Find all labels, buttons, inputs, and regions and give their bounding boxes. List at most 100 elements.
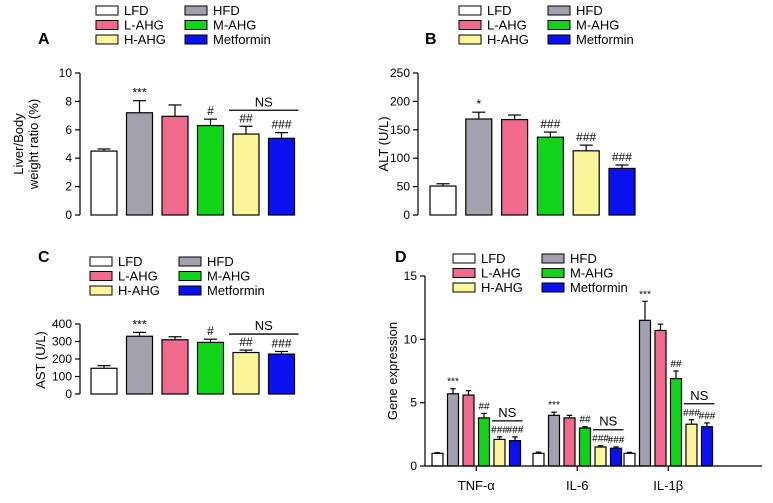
legend-swatch-metformin (541, 282, 565, 293)
x-tick-label: IL-1β (653, 478, 683, 493)
legend-swatch-lfd (452, 253, 476, 264)
legend-swatch-metformin (547, 34, 571, 45)
bar-lfd-2 (623, 452, 636, 467)
y-axis-B: 0 50 100 150 200 250 ALT (U/L) (376, 66, 419, 222)
y-tick-label: 6 (65, 123, 72, 137)
bar-l-ahg (161, 115, 189, 216)
significance-mark: *** (639, 289, 651, 300)
significance-mark: ## (239, 335, 253, 349)
significance-mark: ### (699, 411, 716, 422)
significance-mark: * (476, 97, 481, 111)
bar-m-ahg-1 (578, 427, 592, 467)
ns-label: NS (599, 414, 617, 429)
significance-mark: ## (239, 111, 253, 125)
y-tick-label: 100 (52, 370, 72, 384)
y-tick-label: 10 (59, 66, 73, 80)
significance-mark: ### (608, 435, 625, 446)
significance-mark: ## (670, 359, 682, 370)
legend-label-m-ahg: M-AHG (207, 269, 250, 284)
legend-B: LFD HFD L-AHG M-AHG H-AHG Metformin (458, 3, 634, 47)
ns-label: NS (255, 94, 273, 109)
y-axis-label: Liver/Bodyweight ratio (%) (11, 99, 41, 190)
bar-h-ahg-1 (594, 446, 607, 467)
legend-label-h-ahg: H-AHG (487, 32, 529, 47)
bar-lfd-0 (431, 452, 444, 467)
legend-swatch-hfd (541, 253, 565, 264)
legend-swatch-m-ahg (178, 271, 202, 281)
bars-B: * ### ### ### (429, 97, 636, 216)
bar-hfd-2 (638, 319, 652, 467)
legend-label-hfd: HFD (213, 3, 240, 18)
y-tick-label: 0 (65, 387, 72, 401)
bar-l-ahg-1 (563, 417, 576, 467)
panel-D: D***########NS ***########NS***########NS… (395, 249, 762, 493)
bar-h-ahg-0 (493, 438, 506, 467)
significance-mark: # (207, 324, 214, 338)
legend-label-l-ahg: L-AHG (487, 18, 527, 33)
y-tick-label: 4 (65, 151, 72, 165)
legend-label-h-ahg: H-AHG (118, 283, 160, 298)
bar-hfd (125, 112, 154, 216)
bar-h-ahg (232, 351, 260, 395)
legend-swatch-hfd (547, 5, 571, 16)
bar-l-ahg-0 (462, 394, 475, 467)
bar-m-ahg (196, 124, 225, 216)
y-tick-label: 100 (390, 151, 410, 165)
ns-label: NS (498, 405, 516, 420)
bar-hfd (465, 118, 493, 216)
y-tick-label: 10 (404, 332, 418, 346)
x-tick-label: TNF-α (458, 478, 496, 493)
bar-h-ahg (232, 133, 260, 216)
y-tick-label: 0 (410, 459, 417, 473)
legend-label-lfd: LFD (481, 251, 506, 266)
x-tick-label: IL-6 (566, 478, 588, 493)
y-tick-label: 5 (410, 396, 417, 410)
bar-lfd (90, 150, 118, 216)
legend-swatch-lfd (95, 5, 119, 16)
legend-swatch-h-ahg (458, 34, 482, 45)
significance-mark: ### (540, 117, 560, 131)
bars-D: ***########NS ***########NS***########NS (431, 289, 716, 467)
y-axis-label: ALT (U/L) (376, 116, 391, 171)
panel-A: A***### ###NS (38, 31, 299, 216)
legend-swatch-l-ahg (452, 268, 476, 278)
y-axis-A: 0 2 4 6 8 10 Liver/Bodyweight ratio (%) (11, 66, 81, 222)
legend-label-m-ahg: M-AHG (570, 266, 613, 281)
y-tick-label: 0 (65, 208, 72, 222)
legend-label-m-ahg: M-AHG (213, 18, 256, 33)
legend-label-h-ahg: H-AHG (124, 32, 166, 47)
significance-mark: ### (592, 434, 609, 445)
significance-mark: # (207, 104, 214, 118)
legend-label-metformin: Metformin (207, 283, 265, 298)
y-tick-label: 8 (65, 94, 72, 108)
legend-label-h-ahg: H-AHG (481, 280, 523, 295)
bar-l-ahg-2 (654, 329, 667, 467)
bar-lfd (90, 367, 118, 395)
legend-swatch-h-ahg (452, 282, 476, 293)
bar-metformin-0 (508, 440, 522, 467)
significance-mark: *** (132, 317, 146, 331)
legend-swatch-h-ahg (95, 34, 119, 45)
bar-lfd (429, 185, 457, 216)
significance-mark: *** (132, 86, 146, 100)
bar-l-ahg (161, 339, 189, 395)
significance-mark: *** (447, 377, 459, 388)
significance-mark: ## (579, 415, 591, 426)
significance-mark: *** (548, 400, 560, 411)
y-tick-label: 15 (404, 269, 418, 283)
bar-metformin (267, 137, 296, 216)
significance-mark: ### (507, 425, 524, 436)
bar-m-ahg-0 (477, 417, 491, 467)
legend-swatch-hfd (184, 5, 208, 16)
legend-label-metformin: Metformin (570, 280, 628, 295)
significance-mark: ### (271, 336, 291, 350)
y-tick-label: 2 (65, 180, 72, 194)
significance-mark: ## (478, 401, 490, 412)
ns-label: NS (690, 388, 708, 403)
bar-metformin-1 (609, 447, 623, 467)
bar-hfd-1 (547, 414, 561, 467)
legend-A: LFD HFD L-AHG M-AHG H-AHG Metformin (95, 3, 271, 47)
bar-metformin (267, 353, 296, 395)
panel-C: C*** ### ###NS (38, 249, 299, 395)
